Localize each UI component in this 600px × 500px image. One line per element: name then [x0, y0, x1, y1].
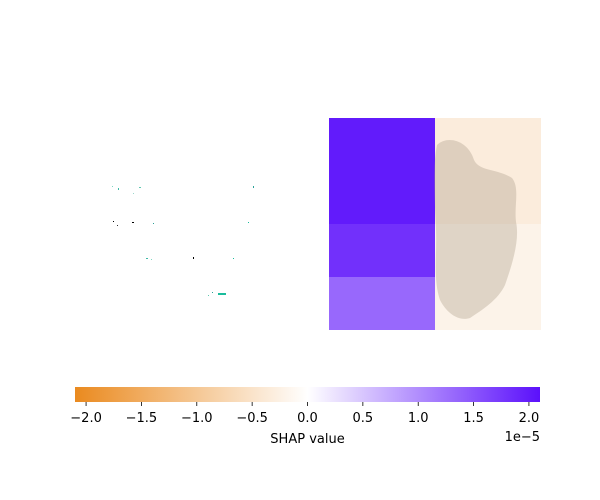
colorbar: −2.0 −1.5 −1.0 −0.5 0.0 0.5 1.0 1.5 2.0 SHAP val… [70, 387, 540, 447]
shap-cell [435, 118, 541, 171]
shap-cells [329, 118, 541, 330]
shap-cell [329, 171, 435, 224]
shap-overlay-panel [329, 118, 541, 330]
colorbar-gradient [75, 387, 540, 402]
pixel [151, 259, 152, 260]
shap-cell [435, 224, 541, 277]
shap-cell [435, 277, 541, 330]
pixel [146, 258, 148, 259]
pixel [218, 293, 226, 295]
colorbar-tick-label: −2.0 [70, 411, 102, 426]
colorbar-ticks: −2.0 −1.5 −1.0 −0.5 0.0 0.5 1.0 1.5 2.0 [70, 402, 539, 426]
pixel [253, 186, 254, 188]
colorbar-tick-label: 1.0 [408, 411, 429, 426]
colorbar-label: SHAP value [270, 432, 344, 447]
colorbar-tick-label: 2.0 [519, 411, 540, 426]
colorbar-multiplier: 1e−5 [505, 430, 540, 445]
shap-cell [329, 118, 435, 171]
pixel [133, 193, 134, 194]
pixel [118, 188, 119, 190]
pixel [153, 223, 154, 224]
pixel [233, 258, 234, 259]
lesion-shape [434, 140, 518, 319]
colorbar-tick-label: −1.5 [126, 411, 158, 426]
pixel [212, 292, 213, 293]
shap-cell [329, 224, 435, 277]
shap-cell [329, 277, 435, 330]
input-image-panel [112, 186, 254, 296]
colorbar-tick-label: −1.0 [181, 411, 213, 426]
colorbar-tick-label: 0.0 [297, 411, 318, 426]
pixel [117, 225, 118, 226]
shap-cell [435, 171, 541, 224]
colorbar-tick-label: 1.5 [463, 411, 484, 426]
pixel [132, 222, 134, 223]
pixel [193, 257, 194, 259]
pixel [139, 187, 141, 188]
pixel [248, 222, 249, 223]
pixel [208, 295, 209, 296]
pixel [112, 186, 113, 187]
colorbar-tick-label: −0.5 [236, 411, 268, 426]
colorbar-tick-label: 0.5 [353, 411, 374, 426]
pixel [113, 221, 114, 222]
